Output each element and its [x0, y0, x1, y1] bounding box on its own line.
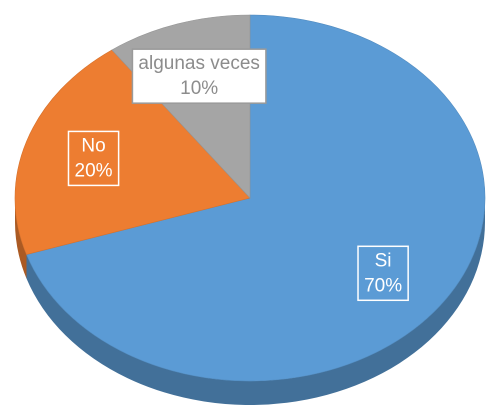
data-label-box — [131, 48, 267, 104]
slice — [14, 49, 251, 255]
data-label-category: No — [81, 135, 105, 156]
data-label-box — [67, 130, 120, 187]
data-label-value: 10% — [180, 78, 218, 99]
data-label-category: algunas veces — [138, 53, 259, 74]
data-label-box — [357, 245, 409, 302]
data-label-value: 20% — [75, 160, 113, 181]
data-label-category: Si — [375, 250, 392, 271]
data-label: No 20% — [67, 130, 120, 187]
data-label: Si 70% — [357, 245, 409, 302]
data-label-value: 70% — [364, 275, 402, 296]
slice — [26, 14, 486, 382]
data-label: algunas veces 10% — [131, 48, 267, 104]
